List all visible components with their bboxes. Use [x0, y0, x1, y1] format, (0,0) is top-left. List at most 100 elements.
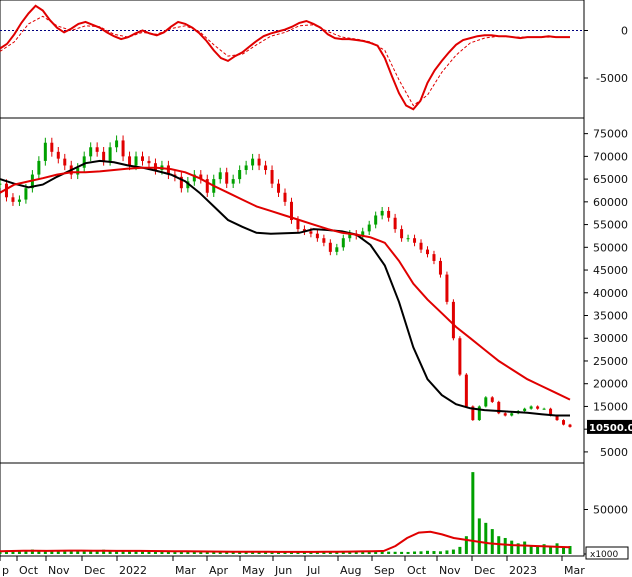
price-tick-label: 25000 — [593, 355, 628, 368]
volume-bar — [400, 551, 404, 554]
price-tick-label: 45000 — [593, 264, 628, 277]
volume-bar — [380, 551, 384, 554]
candle-body — [542, 408, 546, 410]
volume-bar — [484, 522, 488, 554]
candle-body — [549, 408, 553, 416]
volume-bar — [464, 536, 468, 554]
candle-body — [0, 183, 2, 185]
candle-body — [121, 140, 125, 157]
candle-body — [128, 156, 132, 166]
candle-body — [510, 413, 514, 416]
candle-body — [296, 220, 300, 230]
x-tick-label: Jun — [274, 564, 292, 577]
volume-bar — [477, 518, 481, 554]
x-tick-label: Sep — [374, 564, 395, 577]
volume-bar — [283, 552, 287, 554]
candle-body — [335, 247, 339, 252]
candle-body — [289, 201, 293, 221]
oscillator-signal-line — [0, 15, 570, 107]
candle-body — [186, 181, 190, 189]
candle-body — [374, 215, 378, 225]
volume-bar — [555, 543, 559, 554]
candle-body — [225, 172, 229, 184]
volume-bar — [393, 551, 397, 554]
volume-bar — [471, 472, 475, 554]
volume-bar — [115, 551, 119, 554]
price-moving-average-black — [0, 159, 570, 417]
volume-bar — [529, 545, 533, 554]
candle-body — [490, 397, 494, 402]
candle-body — [458, 338, 462, 375]
volume-bar — [490, 529, 494, 554]
volume-bar — [341, 552, 345, 554]
candle-body — [102, 151, 106, 161]
volume-bar — [335, 551, 339, 554]
price-tick-label: 15000 — [593, 400, 628, 413]
candle-body — [24, 188, 28, 200]
volume-bar — [147, 551, 151, 554]
volume-bar — [419, 551, 423, 554]
candle-body — [367, 224, 371, 232]
x-tick-label: Apr — [209, 564, 229, 577]
axis-layer: 0 -5000 75000 70000 65000 60000 55000 50000 4500… — [0, 25, 632, 577]
last-price-badge — [587, 419, 632, 434]
volume-bar — [4, 550, 8, 554]
oscillator-tick-label: -5000 — [596, 72, 628, 85]
candle-body — [11, 197, 15, 202]
price-tick-label: 60000 — [593, 196, 628, 209]
x-tick-label: 2023 — [509, 564, 537, 577]
candle-body — [497, 401, 501, 414]
x-tick-label: Dec — [474, 564, 495, 577]
candle-body — [56, 151, 60, 159]
volume-bar — [413, 551, 417, 554]
candle-body — [205, 179, 209, 193]
volume-bar — [497, 536, 501, 554]
volume-layer — [0, 472, 572, 554]
price-tick-label: 5000 — [600, 446, 628, 459]
volume-bar — [542, 544, 546, 554]
candle-body — [50, 142, 54, 152]
price-tick-label: 55000 — [593, 219, 628, 232]
candle-body — [244, 165, 248, 171]
volume-moving-average — [0, 530, 571, 553]
candle-body — [141, 156, 144, 161]
x-tick-label: Oct — [407, 564, 427, 577]
candle-body — [328, 242, 332, 252]
oscillator-main-line — [0, 4, 570, 111]
price-tick-label: 50000 — [593, 241, 628, 254]
volume-bar — [451, 549, 455, 554]
price-tick-label: 20000 — [593, 378, 628, 391]
volume-bar — [173, 551, 177, 554]
volume-bar — [438, 551, 442, 554]
oscillator-panel — [0, 0, 585, 119]
volume-bar — [95, 550, 99, 554]
volume-bar — [348, 551, 352, 554]
candle-body — [166, 165, 170, 175]
volume-tick-label: 50000 — [593, 504, 628, 517]
candle-body — [179, 176, 183, 189]
volume-bar — [186, 551, 190, 554]
x-tick-label: Nov — [48, 564, 70, 577]
volume-bar — [238, 552, 242, 554]
volume-bar — [134, 551, 138, 554]
candle-body — [76, 167, 80, 175]
candle-body — [270, 170, 274, 184]
volume-bar — [503, 537, 507, 554]
volume-bar — [516, 543, 520, 554]
candle-body — [43, 142, 47, 161]
oscillator-tick-label: 0 — [621, 25, 628, 38]
volume-bar — [354, 551, 358, 554]
candle-body — [231, 179, 235, 184]
candle-body — [419, 242, 423, 250]
volume-bar — [160, 551, 164, 554]
volume-bar — [121, 551, 125, 554]
candle-body — [257, 158, 261, 166]
x-tick-label: Mar — [564, 564, 585, 577]
candle-body — [503, 413, 507, 416]
volume-bar — [24, 549, 28, 554]
volume-bar — [387, 551, 391, 554]
candle-body — [315, 233, 319, 239]
candle-body — [568, 424, 572, 427]
volume-bar — [426, 550, 429, 554]
candle-body — [406, 238, 410, 240]
